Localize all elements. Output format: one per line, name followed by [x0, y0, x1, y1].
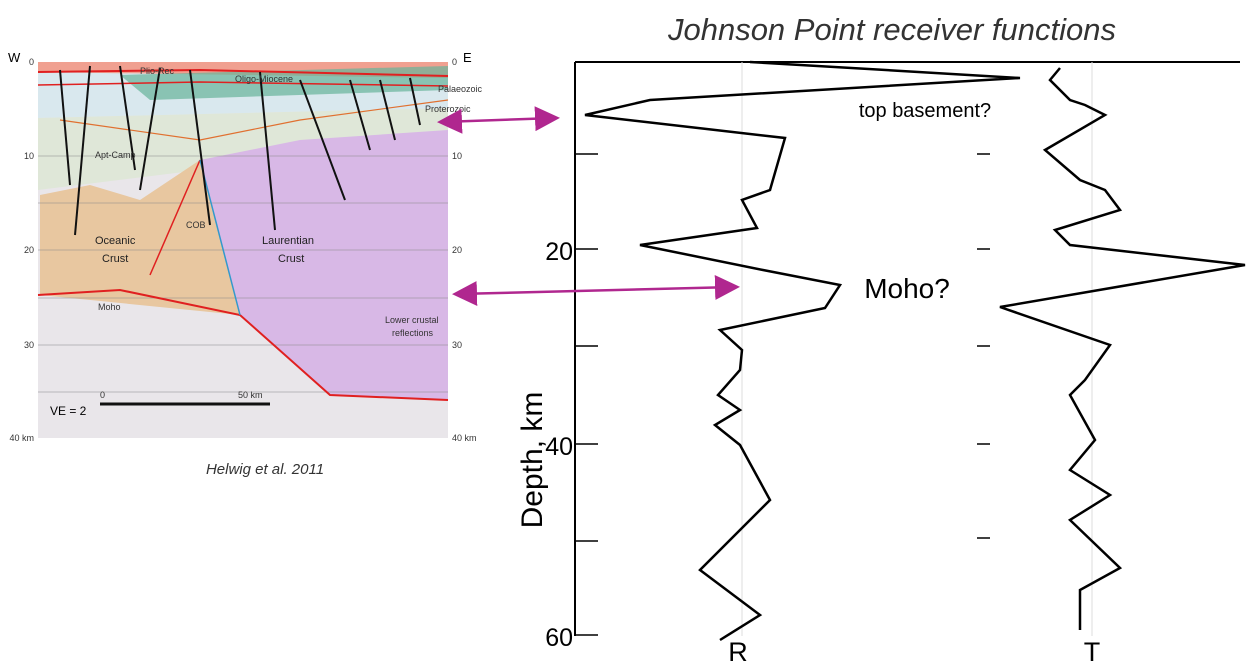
scale-start: 0: [100, 390, 105, 400]
unit-label: Crust: [102, 253, 128, 265]
annotation: top basement?: [859, 100, 991, 122]
depth-tick: 30: [24, 340, 34, 350]
depth-tick: 20: [452, 245, 462, 255]
unit-label: Laurentian: [262, 235, 314, 247]
depth-tick: 40 km: [452, 433, 477, 443]
t-trace: [1000, 68, 1245, 630]
east-label: E: [463, 50, 472, 65]
ve-label: VE = 2: [50, 404, 87, 418]
plot-title: Johnson Point receiver functions: [667, 12, 1116, 47]
unit-label: Oligo-Miocene: [235, 74, 293, 84]
depth-tick: 0: [29, 57, 34, 67]
trace-label: R: [728, 637, 748, 661]
depth-tick: 30: [452, 340, 462, 350]
unit-label: Palaeozoic: [438, 84, 483, 94]
seismic-section: [38, 62, 448, 438]
west-label: W: [8, 50, 21, 65]
unit-label: Apt-Camp: [95, 150, 136, 160]
unit-label: Lower crustal: [385, 315, 439, 325]
depth-tick-marks: [575, 154, 990, 635]
unit-label: Plio-Rec: [140, 66, 175, 76]
figure: W E 0 10 20 30 40 km 0 10 20 30 40 km Pl…: [0, 0, 1248, 661]
scale-end: 50 km: [238, 390, 263, 400]
unit-label: Oceanic: [95, 235, 136, 247]
r-trace: [585, 62, 1020, 640]
unit-label: reflections: [392, 328, 434, 338]
depth-tick: 60: [545, 624, 573, 652]
depth-tick: 40: [545, 433, 573, 461]
unit-label: Moho: [98, 302, 121, 312]
caption: Helwig et al. 2011: [206, 461, 324, 478]
unit-label: Crust: [278, 253, 304, 265]
depth-tick: 10: [24, 151, 34, 161]
unit-label: Proterozoic: [425, 104, 471, 114]
arrow: [457, 287, 735, 294]
unit-label: COB: [186, 220, 206, 230]
depth-tick: 10: [452, 151, 462, 161]
depth-tick: 0: [452, 57, 457, 67]
annotation: Moho?: [864, 273, 950, 304]
depth-tick: 20: [24, 245, 34, 255]
depth-tick: 40 km: [9, 433, 34, 443]
y-axis-label: Depth, km: [516, 392, 549, 529]
arrow: [442, 118, 555, 122]
trace-label: T: [1084, 637, 1101, 661]
depth-tick: 20: [545, 238, 573, 266]
